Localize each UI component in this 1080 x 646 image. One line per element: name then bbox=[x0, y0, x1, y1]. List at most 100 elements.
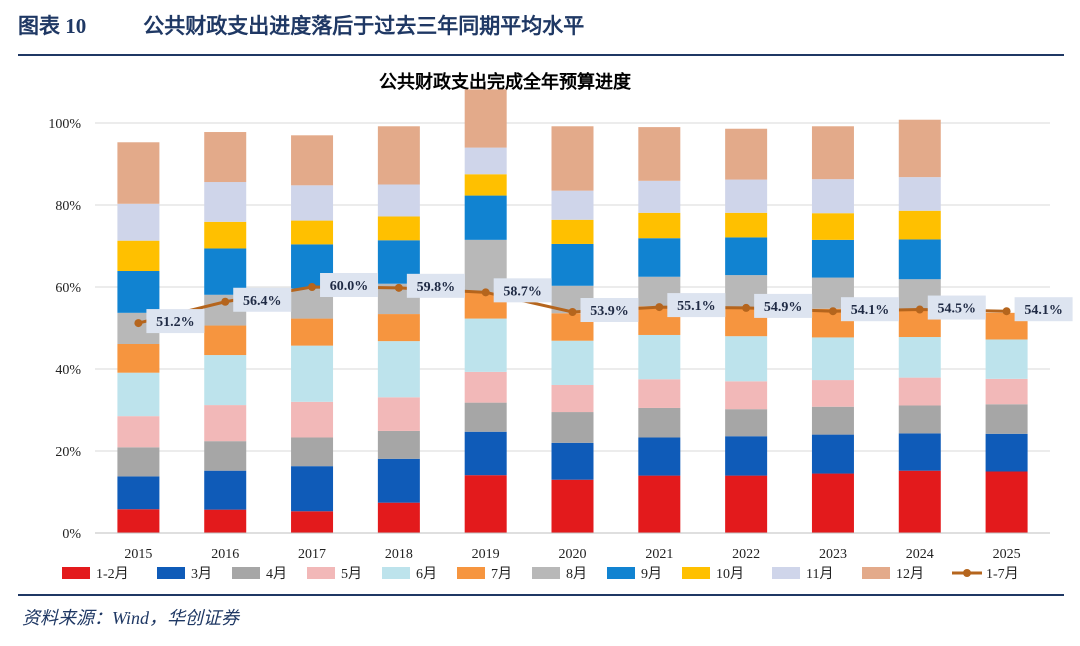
bar-segment bbox=[377, 216, 420, 241]
bar-segment bbox=[117, 476, 160, 510]
bar-segment bbox=[725, 128, 768, 180]
legend-label: 1-7月 bbox=[986, 566, 1019, 582]
bar-segment bbox=[551, 219, 594, 244]
bar-segment bbox=[551, 479, 594, 533]
line-point bbox=[481, 288, 490, 297]
legend-swatch bbox=[457, 567, 485, 579]
bar-segment bbox=[725, 237, 768, 276]
line-point bbox=[915, 305, 924, 314]
stacked-bar-chart: 公共财政支出完成全年预算进度 0%20%40%60%80%100% 2015 20… bbox=[48, 71, 1073, 582]
bar-segment bbox=[204, 355, 247, 406]
bar-segment bbox=[291, 220, 334, 245]
legend-label: 8月 bbox=[566, 566, 587, 582]
bar-segment bbox=[117, 509, 160, 533]
bar-segment bbox=[377, 341, 420, 398]
bar-segment bbox=[811, 337, 854, 381]
bar-segment bbox=[725, 381, 768, 410]
bar-segment bbox=[117, 416, 160, 448]
data-label-box bbox=[406, 273, 465, 298]
bar-segment bbox=[551, 412, 594, 443]
bar-segment bbox=[551, 190, 594, 220]
x-axis-ticks: 2015 2016 2017 2018 2019 2020 2021 2022 2023 2024… bbox=[95, 532, 1050, 562]
bar-segment bbox=[638, 379, 681, 408]
x-tick-label: 2017 bbox=[298, 547, 326, 562]
legend-label: 1-2月 bbox=[96, 566, 129, 582]
x-tick-label: 2015 bbox=[124, 547, 152, 562]
bar-segment bbox=[725, 212, 768, 238]
bar-segment bbox=[117, 240, 160, 272]
bar-segment bbox=[204, 132, 247, 183]
legend-label: 7月 bbox=[491, 566, 512, 582]
bar-segment bbox=[464, 431, 507, 476]
bar-segment bbox=[204, 405, 247, 442]
bar-segment bbox=[377, 430, 420, 459]
bar-segment bbox=[638, 127, 681, 181]
line-point bbox=[221, 297, 230, 306]
bar-segment bbox=[117, 372, 160, 417]
bar-segment bbox=[725, 179, 768, 213]
legend-swatch bbox=[62, 567, 90, 579]
legend-swatch bbox=[307, 567, 335, 579]
data-label: 59.8% bbox=[417, 280, 456, 295]
bar-segment bbox=[291, 437, 334, 467]
y-tick-label: 60% bbox=[55, 281, 81, 296]
y-tick-label: 100% bbox=[48, 117, 81, 132]
data-label-box bbox=[754, 293, 813, 318]
line-series: 51.2% 56.4% 60.0% 59.8% 58.7% 53.9% 55.1% 54.9%… bbox=[134, 273, 1073, 334]
bar-segment bbox=[291, 345, 334, 402]
line-point bbox=[394, 283, 403, 292]
legend-swatch bbox=[157, 567, 185, 579]
bar-segment bbox=[811, 473, 854, 533]
bottom-divider bbox=[18, 594, 1064, 596]
data-label-box bbox=[667, 293, 726, 318]
bar-segment bbox=[898, 470, 941, 533]
legend-label: 6月 bbox=[416, 566, 437, 582]
legend-label: 9月 bbox=[641, 566, 662, 582]
bar-segment bbox=[464, 402, 507, 432]
y-tick-label: 40% bbox=[55, 363, 81, 378]
legend-label: 3月 bbox=[191, 566, 212, 582]
bar-segment bbox=[638, 180, 681, 213]
legend-swatch bbox=[532, 567, 560, 579]
bar-segment bbox=[377, 397, 420, 431]
bar-segment bbox=[551, 384, 594, 413]
x-tick-label: 2024 bbox=[906, 547, 934, 562]
bar-segment bbox=[898, 239, 941, 280]
bar-segment bbox=[117, 271, 160, 313]
bar-segment bbox=[985, 404, 1028, 434]
data-label-box bbox=[927, 295, 986, 320]
bar-segment bbox=[638, 212, 681, 239]
bar-segment bbox=[291, 401, 334, 438]
bar-segment bbox=[551, 442, 594, 480]
bar-segment bbox=[725, 436, 768, 476]
figure-title: 公共财政支出进度落后于过去三年同期平均水平 bbox=[143, 14, 585, 38]
line-point bbox=[134, 319, 143, 328]
bar-segment bbox=[204, 248, 247, 295]
bar-segment bbox=[811, 239, 854, 278]
data-label: 56.4% bbox=[243, 294, 282, 309]
x-tick-label: 2016 bbox=[211, 547, 239, 562]
bar-segment bbox=[117, 142, 160, 204]
bar-segment bbox=[898, 337, 941, 378]
bar-segment bbox=[811, 434, 854, 474]
data-label-box bbox=[840, 297, 899, 322]
bar-segment bbox=[464, 195, 507, 240]
bar-segment bbox=[464, 174, 507, 196]
bar-segment bbox=[898, 433, 941, 471]
bar-segment bbox=[725, 409, 768, 437]
data-label: 51.2% bbox=[156, 315, 195, 330]
bar-segment bbox=[725, 475, 768, 533]
chart-title: 公共财政支出完成全年预算进度 bbox=[379, 71, 632, 92]
bar-segment bbox=[985, 339, 1028, 379]
bar-segment bbox=[638, 407, 681, 438]
data-label-box bbox=[320, 273, 379, 297]
bar-segment bbox=[464, 475, 507, 533]
legend-label: 11月 bbox=[806, 566, 833, 582]
legend-label: 4月 bbox=[266, 566, 287, 582]
x-tick-label: 2022 bbox=[732, 547, 760, 562]
data-label: 54.1% bbox=[1024, 303, 1063, 318]
legend-swatch bbox=[862, 567, 890, 579]
bar-segment bbox=[464, 89, 507, 148]
line-point bbox=[308, 283, 317, 291]
bar-segment bbox=[638, 238, 681, 277]
